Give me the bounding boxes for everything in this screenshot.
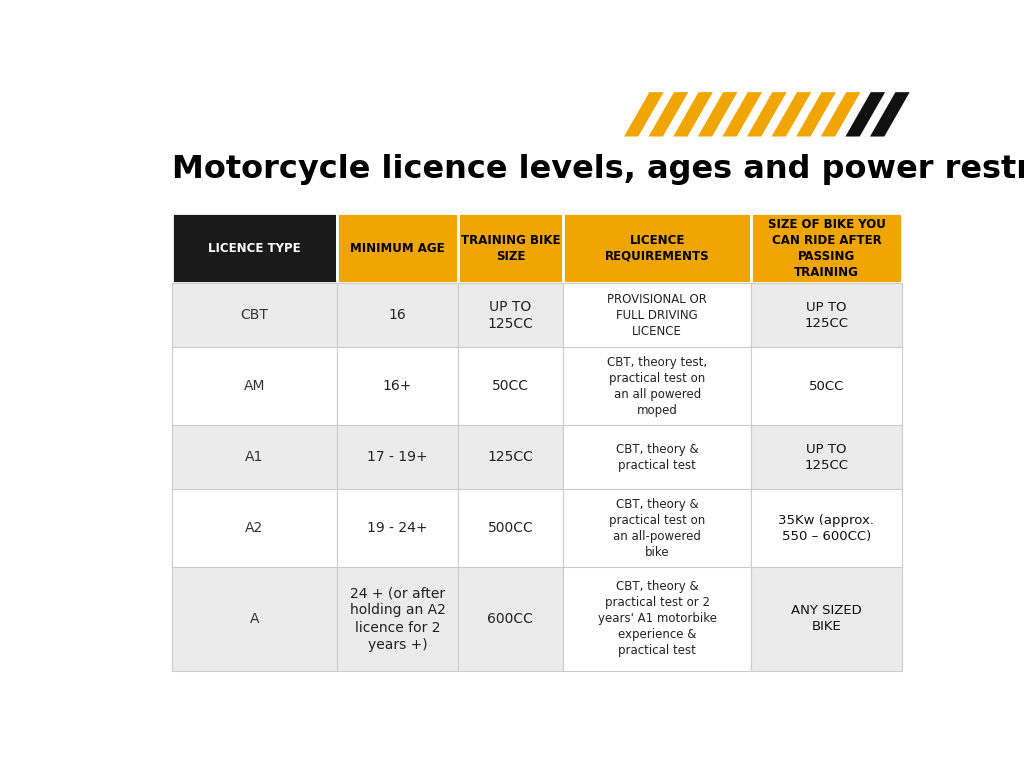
Text: 500CC: 500CC <box>487 521 534 535</box>
Bar <box>458 425 563 489</box>
Polygon shape <box>673 92 713 137</box>
Bar <box>337 214 458 283</box>
Bar <box>172 214 337 283</box>
Text: Motorcycle licence levels, ages and power restrictions: Motorcycle licence levels, ages and powe… <box>172 154 1024 185</box>
Bar <box>752 347 902 425</box>
Text: 35Kw (approx.
550 – 600CC): 35Kw (approx. 550 – 600CC) <box>778 514 874 543</box>
Polygon shape <box>748 92 786 137</box>
Polygon shape <box>846 92 885 137</box>
Text: 19 - 24+: 19 - 24+ <box>368 521 428 535</box>
Bar <box>563 214 752 283</box>
Text: ANY SIZED
BIKE: ANY SIZED BIKE <box>792 604 862 634</box>
Text: CBT: CBT <box>241 308 268 322</box>
Bar <box>172 489 337 568</box>
Text: UP TO
125CC: UP TO 125CC <box>805 443 849 472</box>
Text: A: A <box>250 612 259 626</box>
Bar <box>563 425 752 489</box>
Bar <box>337 347 458 425</box>
Bar <box>752 568 902 670</box>
Bar <box>172 568 337 670</box>
Bar <box>563 283 752 347</box>
Polygon shape <box>722 92 762 137</box>
Text: LICENCE
REQUIREMENTS: LICENCE REQUIREMENTS <box>605 233 710 263</box>
Bar <box>458 283 563 347</box>
Text: UP TO
125CC: UP TO 125CC <box>487 300 534 331</box>
Bar <box>337 489 458 568</box>
Bar <box>458 568 563 670</box>
Bar <box>752 425 902 489</box>
Polygon shape <box>697 92 737 137</box>
Text: MINIMUM AGE: MINIMUM AGE <box>350 242 444 255</box>
Text: A2: A2 <box>246 521 263 535</box>
Text: PROVISIONAL OR
FULL DRIVING
LICENCE: PROVISIONAL OR FULL DRIVING LICENCE <box>607 293 708 338</box>
Polygon shape <box>821 92 860 137</box>
Text: 125CC: 125CC <box>487 450 534 465</box>
Polygon shape <box>648 92 688 137</box>
Bar <box>458 489 563 568</box>
Text: UP TO
125CC: UP TO 125CC <box>805 300 849 329</box>
Text: 600CC: 600CC <box>487 612 534 626</box>
Polygon shape <box>797 92 836 137</box>
Text: 16: 16 <box>388 308 407 322</box>
Text: SIZE OF BIKE YOU
CAN RIDE AFTER
PASSING
TRAINING: SIZE OF BIKE YOU CAN RIDE AFTER PASSING … <box>768 218 886 279</box>
Bar <box>563 568 752 670</box>
Text: CBT, theory &
practical test: CBT, theory & practical test <box>615 443 698 472</box>
Text: CBT, theory &
practical test on
an all-powered
bike: CBT, theory & practical test on an all-p… <box>609 498 706 559</box>
Text: A1: A1 <box>246 450 263 465</box>
Text: CBT, theory test,
practical test on
an all powered
moped: CBT, theory test, practical test on an a… <box>607 356 708 417</box>
Bar <box>337 425 458 489</box>
Bar <box>458 214 563 283</box>
Bar <box>752 283 902 347</box>
Text: LICENCE TYPE: LICENCE TYPE <box>208 242 301 255</box>
Bar <box>752 214 902 283</box>
Bar <box>172 347 337 425</box>
Polygon shape <box>624 92 664 137</box>
Bar <box>458 347 563 425</box>
Text: 50CC: 50CC <box>492 379 528 393</box>
Bar <box>563 489 752 568</box>
Bar <box>337 568 458 670</box>
Text: 24 + (or after
holding an A2
licence for 2
years +): 24 + (or after holding an A2 licence for… <box>349 586 445 652</box>
Text: 50CC: 50CC <box>809 379 844 392</box>
Text: AM: AM <box>244 379 265 393</box>
Polygon shape <box>870 92 909 137</box>
Text: 17 - 19+: 17 - 19+ <box>368 450 428 465</box>
Bar <box>563 347 752 425</box>
Text: CBT, theory &
practical test or 2
years' A1 motorbike
experience &
practical tes: CBT, theory & practical test or 2 years'… <box>598 581 717 657</box>
Bar <box>337 283 458 347</box>
Polygon shape <box>772 92 811 137</box>
Bar <box>172 283 337 347</box>
Bar <box>172 425 337 489</box>
Text: 16+: 16+ <box>383 379 412 393</box>
Bar <box>752 489 902 568</box>
Text: TRAINING BIKE
SIZE: TRAINING BIKE SIZE <box>461 233 560 263</box>
